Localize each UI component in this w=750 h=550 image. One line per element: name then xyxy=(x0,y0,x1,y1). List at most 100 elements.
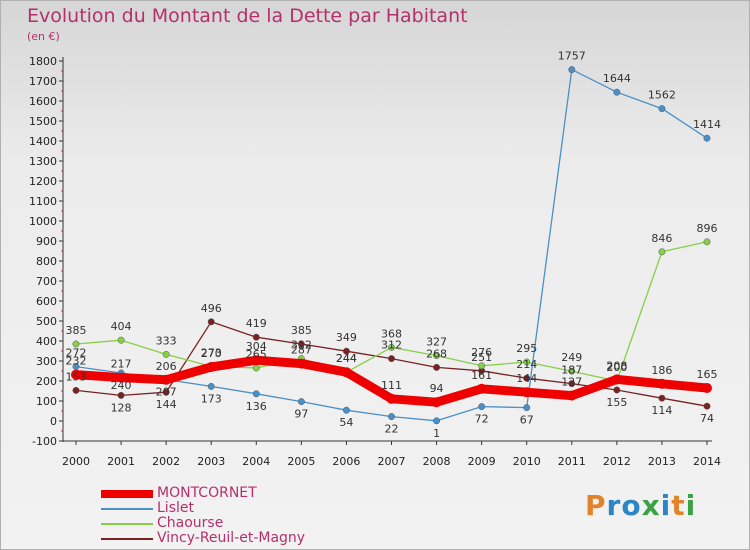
data-point xyxy=(388,355,395,363)
data-label: 97 xyxy=(294,408,308,421)
y-tick-label: 200 xyxy=(36,375,57,388)
y-tick-label: 1100 xyxy=(29,195,57,208)
y-tick-label: 500 xyxy=(36,315,57,328)
data-point xyxy=(476,383,487,394)
data-point xyxy=(386,393,397,404)
data-point xyxy=(297,398,305,406)
legend-label: MONTCORNET xyxy=(157,485,257,501)
data-label: 244 xyxy=(336,352,357,365)
y-tick-label: 300 xyxy=(36,355,57,368)
data-point xyxy=(388,413,395,421)
data-point xyxy=(568,380,576,388)
data-point xyxy=(161,374,172,385)
data-point xyxy=(72,386,80,394)
y-tick-label: 1800 xyxy=(29,55,57,68)
y-tick-label: 800 xyxy=(36,255,57,268)
data-label: 161 xyxy=(471,369,492,382)
data-label: 153 xyxy=(66,370,87,383)
data-label: 207 xyxy=(156,386,177,399)
y-tick-label: 900 xyxy=(36,235,57,248)
data-label: 200 xyxy=(606,361,627,374)
proxiti-logo: Proxiti xyxy=(585,489,697,522)
legend-swatch xyxy=(101,538,153,540)
data-point xyxy=(431,397,442,408)
y-tick-label: 600 xyxy=(36,295,57,308)
x-tick-label: 2003 xyxy=(197,455,225,468)
data-point xyxy=(568,66,576,74)
data-label: 127 xyxy=(561,376,582,389)
y-tick-label: 1500 xyxy=(29,115,57,128)
data-label: 327 xyxy=(426,336,447,349)
data-label: 186 xyxy=(651,364,672,377)
data-label: 268 xyxy=(426,347,447,360)
data-point xyxy=(521,387,532,398)
data-point xyxy=(703,238,711,246)
data-label: 128 xyxy=(111,401,132,414)
data-point xyxy=(523,358,531,366)
data-point xyxy=(117,336,125,344)
x-tick-label: 2011 xyxy=(558,455,586,468)
data-point xyxy=(297,340,305,348)
data-point xyxy=(207,318,215,326)
data-label: 214 xyxy=(516,358,537,371)
data-label: 349 xyxy=(336,331,357,344)
x-tick-label: 2005 xyxy=(287,455,315,468)
data-label: 1757 xyxy=(558,50,586,63)
y-tick-label: 400 xyxy=(36,335,57,348)
data-point xyxy=(478,403,486,411)
data-point xyxy=(703,134,711,142)
data-label: 74 xyxy=(700,412,714,425)
data-point xyxy=(433,417,441,425)
chart-title: Evolution du Montant de la Dette par Hab… xyxy=(27,5,468,27)
legend-label: Vincy-Reuil-et-Magny xyxy=(157,530,306,546)
data-point xyxy=(658,394,666,402)
data-label: 896 xyxy=(697,222,718,235)
data-point xyxy=(433,363,441,371)
data-point xyxy=(613,88,621,96)
legend-label: Lislet xyxy=(157,500,194,516)
data-label: 304 xyxy=(246,340,267,353)
data-label: 1414 xyxy=(693,118,721,131)
data-label: 1644 xyxy=(603,72,631,85)
data-label: 368 xyxy=(381,327,402,340)
data-point xyxy=(703,402,711,410)
data-label: 1 xyxy=(433,427,440,440)
y-tick-label: 1200 xyxy=(29,175,57,188)
data-label: 404 xyxy=(111,320,132,333)
data-point xyxy=(162,350,170,358)
data-point xyxy=(566,390,577,401)
data-label: 276 xyxy=(471,346,492,359)
data-label: 94 xyxy=(430,382,444,395)
data-label: 385 xyxy=(291,324,312,337)
data-label: 144 xyxy=(516,372,537,385)
data-label: 217 xyxy=(111,358,132,371)
y-tick-label: 100 xyxy=(36,395,57,408)
y-tick-label: 1600 xyxy=(29,95,57,108)
y-tick-label: 0 xyxy=(50,415,57,428)
data-point xyxy=(568,367,576,375)
data-label: 173 xyxy=(201,392,222,405)
legend-swatch xyxy=(101,490,153,498)
y-tick-label: 1000 xyxy=(29,215,57,228)
data-point xyxy=(342,406,350,414)
data-point xyxy=(523,374,531,382)
data-label: 295 xyxy=(516,342,537,355)
data-label: 72 xyxy=(475,413,489,426)
data-label: 496 xyxy=(201,302,222,315)
x-tick-label: 2013 xyxy=(648,455,676,468)
legend-label: Chaourse xyxy=(157,515,224,531)
data-label: 249 xyxy=(561,351,582,364)
data-point xyxy=(252,333,260,341)
data-point xyxy=(341,367,352,378)
data-label: 54 xyxy=(339,416,353,429)
data-label: 206 xyxy=(156,360,177,373)
data-point xyxy=(523,404,531,412)
data-label: 251 xyxy=(471,351,492,364)
data-point xyxy=(116,372,127,383)
data-point xyxy=(658,105,666,113)
data-label: 187 xyxy=(561,364,582,377)
data-label: 1562 xyxy=(648,89,676,102)
data-point xyxy=(252,364,260,372)
data-label: 136 xyxy=(246,400,267,413)
data-label: 419 xyxy=(246,317,267,330)
